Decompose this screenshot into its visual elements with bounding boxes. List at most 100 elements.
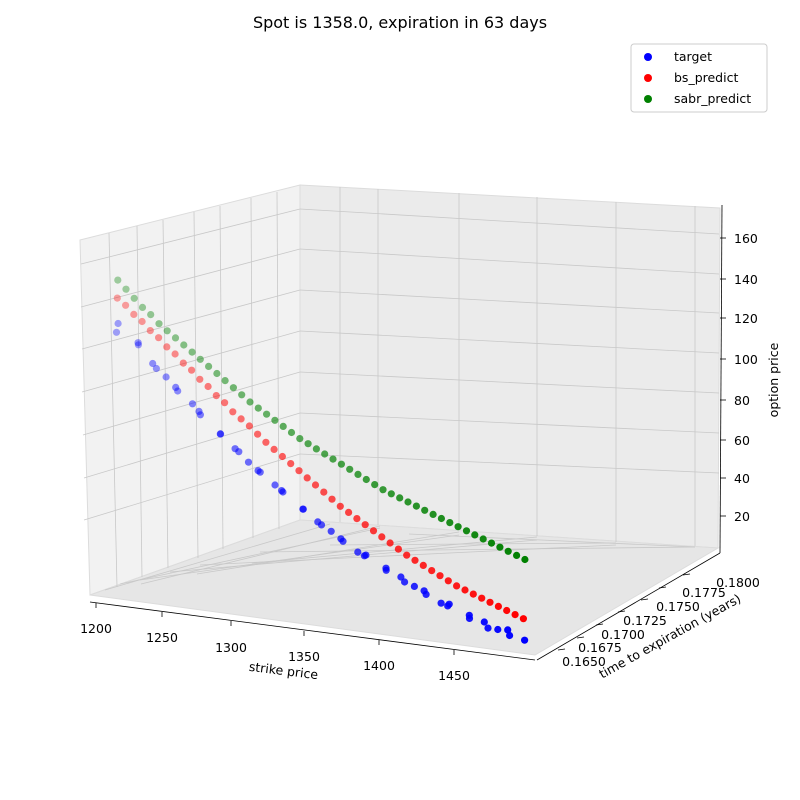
point-target — [152, 364, 160, 373]
chart-title: Spot is 1358.0, expiration in 63 days — [253, 13, 547, 32]
point-target — [504, 626, 512, 634]
point-sabr-predict — [513, 551, 521, 560]
point-sabr-predict — [429, 510, 437, 518]
point-target — [254, 467, 262, 475]
point-bs-predict — [196, 375, 204, 383]
point-target — [420, 587, 428, 595]
y-axis-line — [536, 552, 721, 661]
legend-label-sabr-predict: sabr_predict — [674, 91, 751, 106]
point-target — [484, 624, 492, 632]
point-bs-predict — [163, 343, 171, 351]
point-target — [172, 383, 180, 391]
floor-pane — [89, 519, 720, 656]
point-bs-predict — [138, 317, 146, 326]
grid-line — [81, 289, 301, 350]
point-bs-predict — [204, 382, 212, 391]
point-bs-predict — [155, 334, 163, 342]
point-bs-predict — [311, 481, 320, 489]
point-sabr-predict — [504, 547, 512, 555]
point-bs-predict — [113, 294, 121, 302]
grid-line — [81, 330, 301, 393]
point-sabr-predict — [304, 440, 312, 448]
grid-lines — [80, 187, 720, 591]
point-sabr-predict — [130, 294, 138, 302]
point-sabr-predict — [147, 311, 155, 319]
grid-line — [276, 191, 280, 530]
x-tick-label: 1250 — [146, 630, 178, 645]
point-target — [354, 548, 362, 556]
point-bs-predict — [221, 399, 229, 407]
tick-mark — [640, 598, 649, 601]
point-bs-predict — [254, 430, 262, 438]
point-bs-predict — [353, 515, 361, 523]
axes-panes — [79, 184, 721, 656]
point-target — [480, 618, 488, 626]
point-sabr-predict — [254, 404, 262, 412]
point-sabr-predict — [396, 494, 404, 502]
point-target — [494, 625, 502, 634]
point-target — [410, 582, 418, 591]
point-sabr-predict — [205, 362, 213, 370]
point-bs-predict — [494, 602, 502, 611]
point-sabr-predict — [163, 327, 171, 335]
point-sabr-predict — [421, 506, 429, 514]
axis-lines — [89, 204, 726, 661]
point-sabr-predict — [312, 445, 320, 453]
x-axis-line — [89, 601, 536, 661]
point-sabr-predict — [454, 523, 462, 531]
x-tick-label: 1200 — [80, 621, 112, 636]
grid-line — [299, 208, 720, 235]
z-tick-label: 140 — [734, 272, 758, 287]
grid-line — [162, 219, 169, 569]
point-bs-predict — [245, 422, 253, 430]
point-sabr-predict — [387, 490, 395, 498]
point-target — [327, 527, 335, 535]
point-sabr-predict — [329, 455, 337, 463]
point-bs-predict — [171, 350, 179, 358]
grid-line — [83, 412, 301, 479]
grid-line — [82, 371, 301, 436]
grid-line — [408, 533, 696, 548]
point-bs-predict — [411, 556, 419, 564]
point-bs-predict — [179, 359, 187, 367]
point-bs-predict — [130, 310, 138, 318]
z-tick-label: 20 — [734, 509, 750, 524]
point-target — [401, 578, 409, 586]
point-bs-predict — [453, 582, 461, 590]
grid-line — [299, 289, 720, 314]
point-sabr-predict — [354, 470, 362, 478]
point-bs-predict — [122, 301, 130, 309]
grid-line — [329, 542, 617, 546]
point-target — [437, 599, 445, 607]
point-target — [506, 631, 514, 640]
point-target — [382, 564, 390, 572]
point-target — [216, 430, 224, 438]
point-target — [465, 611, 473, 619]
point-bs-predict — [478, 594, 486, 602]
y-tick-label: 0.1675 — [578, 640, 622, 655]
z-tick-label: 100 — [734, 352, 758, 367]
back-pane — [299, 184, 721, 549]
point-target — [231, 445, 239, 453]
point-bs-predict — [303, 474, 311, 482]
tick-mark — [682, 573, 691, 576]
point-bs-predict — [378, 533, 386, 541]
legend: target bs_predict sabr_predict — [630, 43, 768, 113]
point-bs-predict — [188, 366, 196, 374]
point-target — [337, 535, 345, 543]
point-sabr-predict — [346, 465, 354, 473]
point-target — [162, 373, 170, 381]
point-target — [174, 387, 182, 395]
point-target — [244, 458, 253, 466]
grid-line — [299, 248, 720, 275]
tick-mark — [576, 636, 585, 639]
point-sabr-predict — [263, 410, 271, 418]
tick-mark — [595, 623, 604, 626]
y-tick-label: 0.1700 — [601, 627, 645, 642]
point-bs-predict — [229, 408, 237, 416]
grid-line — [299, 330, 720, 354]
point-target — [299, 505, 307, 513]
point-target — [134, 341, 142, 349]
point-bs-predict — [503, 606, 511, 615]
point-bs-predict — [320, 488, 328, 496]
